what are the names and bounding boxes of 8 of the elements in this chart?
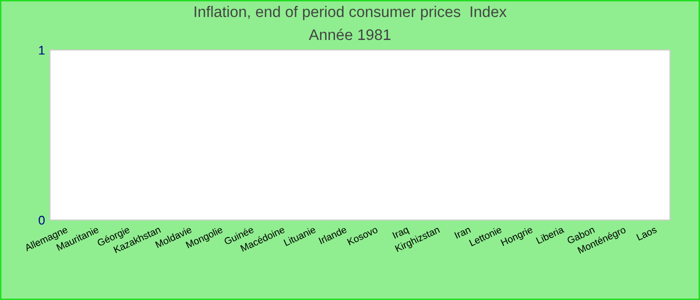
x-tick-label: Laos: [636, 226, 658, 241]
chart-subtitle: Année 1981: [308, 28, 390, 40]
x-tick-label: Irlande: [318, 226, 348, 244]
y-tick-label: 1: [39, 46, 45, 55]
y-tick-label: 0: [38, 216, 45, 225]
chart-title: Inflation, end of period consumer prices Index: [194, 6, 507, 20]
x-tick-label: Liberia: [536, 226, 565, 244]
x-tick-label: Iran: [454, 226, 471, 239]
